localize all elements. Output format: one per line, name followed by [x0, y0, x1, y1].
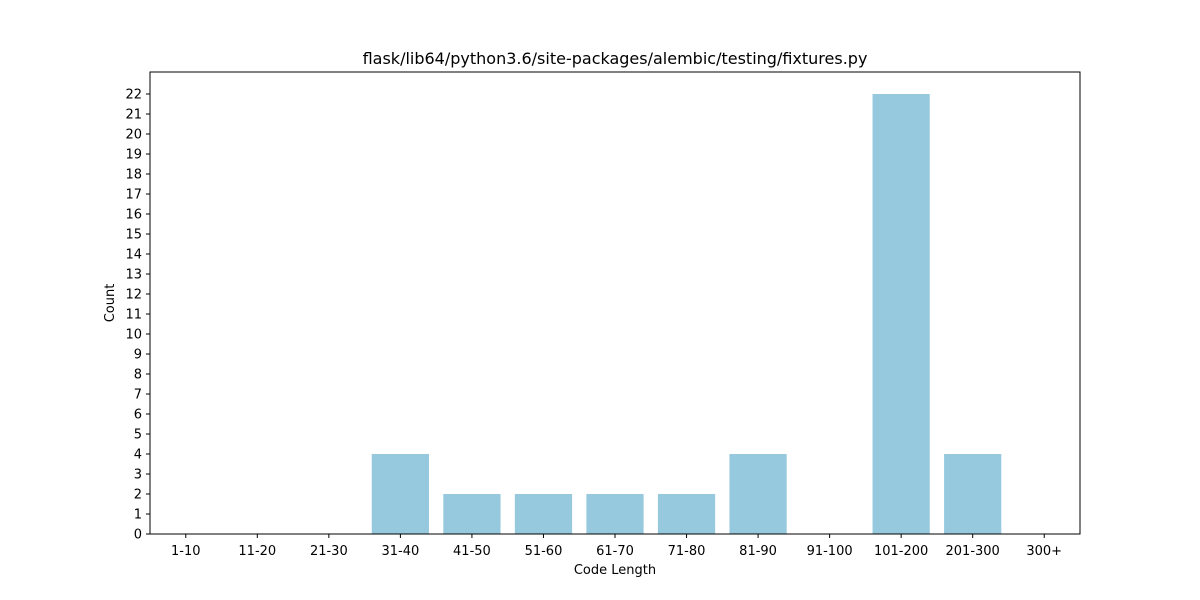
y-tick-label: 18: [125, 168, 142, 183]
bar-71-80: [657, 494, 716, 534]
y-tick-label: 3: [134, 468, 142, 483]
x-tick-label: 81-90: [739, 544, 777, 559]
y-tick-label: 1: [134, 508, 142, 523]
x-tick-label: 101-200: [874, 544, 928, 559]
bar-201-300: [944, 454, 1002, 534]
x-tick-label: 1-10: [171, 544, 201, 559]
y-tick-label: 10: [125, 328, 142, 343]
x-tick-label: 11-20: [238, 544, 276, 559]
bar-51-60: [514, 494, 573, 534]
y-axis-title: Count: [103, 284, 118, 323]
y-tick-label: 7: [134, 388, 142, 403]
x-tick-label: 201-300: [946, 544, 1000, 559]
bars-layer: [371, 94, 1002, 534]
y-tick-label: 15: [125, 228, 142, 243]
x-tick-label: 91-100: [807, 544, 853, 559]
x-axis-title: Code Length: [574, 563, 656, 578]
bar-41-50: [443, 494, 501, 534]
chart-title: flask/lib64/python3.6/site-packages/alem…: [363, 49, 868, 68]
y-tick-label: 2: [134, 488, 142, 503]
x-tick-label: 61-70: [596, 544, 634, 559]
bar-31-40: [371, 454, 429, 534]
y-tick-label: 22: [125, 88, 142, 103]
plot-frame: [149, 71, 1081, 535]
x-tick-label: 300+: [1026, 544, 1062, 559]
y-tick-label: 19: [125, 148, 142, 163]
x-axis: 1-10 11-20 21-30 31-40 41-50 51-60 61-70 71-80 8…: [171, 534, 1062, 559]
x-tick-label: 51-60: [525, 544, 563, 559]
y-tick-label: 6: [134, 408, 142, 423]
y-tick-label: 14: [125, 248, 142, 263]
y-tick-label: 5: [134, 428, 142, 443]
y-tick-label: 9: [134, 348, 142, 363]
x-tick-label: 71-80: [668, 544, 706, 559]
y-tick-label: 20: [125, 128, 142, 143]
x-tick-label: 31-40: [381, 544, 419, 559]
y-tick-label: 13: [125, 268, 142, 283]
bar-61-70: [586, 494, 644, 534]
x-tick-label: 41-50: [453, 544, 491, 559]
x-tick-label: 21-30: [310, 544, 348, 559]
bar-101-200: [872, 94, 930, 534]
y-tick-label: 12: [125, 288, 142, 303]
y-tick-label: 17: [125, 188, 142, 203]
y-tick-label: 4: [134, 448, 142, 463]
y-tick-label: 0: [134, 528, 142, 543]
y-tick-label: 11: [125, 308, 142, 323]
y-tick-label: 8: [134, 368, 142, 383]
bar-81-90: [729, 454, 787, 534]
y-tick-label: 16: [125, 208, 142, 223]
y-tick-label: 21: [125, 108, 142, 123]
